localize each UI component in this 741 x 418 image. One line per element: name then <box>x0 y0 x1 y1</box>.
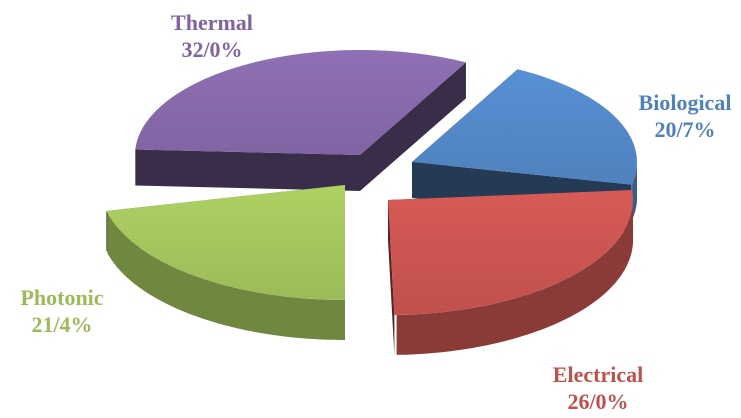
slice-electrical-top <box>388 189 633 315</box>
data-label-photonic-value: 21/4% <box>31 312 92 337</box>
data-label-biological-value: 20/7% <box>654 117 715 142</box>
data-label-thermal-value: 32/0% <box>181 37 242 62</box>
slice-thermal <box>135 50 466 191</box>
slice-photonic-outer-wall <box>107 212 345 340</box>
slice-photonic-top <box>106 185 345 300</box>
slices-layer <box>106 50 637 355</box>
slice-thermal-cut-face-1 <box>135 149 360 191</box>
slice-thermal-top <box>135 50 466 155</box>
data-label-electrical-name: Electrical <box>553 362 643 387</box>
slice-photonic <box>106 185 345 340</box>
slice-biological-top <box>412 69 637 185</box>
slice-electrical <box>388 189 633 355</box>
data-label-electrical-value: 26/0% <box>567 389 628 413</box>
data-label-biological-name: Biological <box>639 90 732 115</box>
slice-biological-outer-wall <box>632 162 637 220</box>
slice-electrical-outer-wall <box>396 200 633 355</box>
data-label-thermal-name: Thermal <box>171 10 253 35</box>
slice-electrical-cut-face-2 <box>388 200 395 355</box>
slice-thermal-cut-face-2 <box>360 62 466 191</box>
data-label-photonic-name: Photonic <box>20 285 103 310</box>
